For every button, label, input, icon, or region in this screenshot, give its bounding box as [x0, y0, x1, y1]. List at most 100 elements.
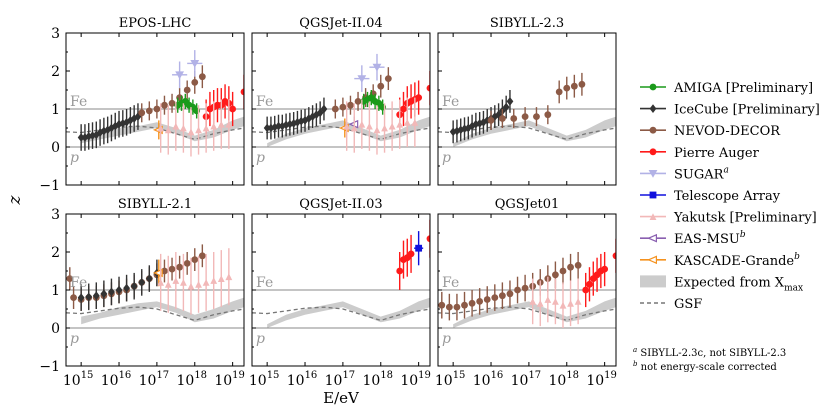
data-point: [514, 286, 521, 294]
data-point: [100, 126, 108, 136]
data-point: [491, 294, 499, 301]
fe-label: Fe: [442, 275, 459, 291]
y-tick-label: 3: [51, 26, 60, 42]
data-point: [217, 120, 225, 128]
legend-item: AMIGA [Preliminary]: [640, 81, 813, 96]
data-point: [521, 113, 529, 120]
data-point: [123, 117, 130, 127]
legend-label: GSF: [674, 297, 702, 312]
legend-label: Pierre Auger: [674, 146, 760, 161]
x-tick-exponent: 17: [156, 370, 169, 381]
p-label: p: [256, 331, 265, 347]
data-point: [426, 84, 430, 92]
data-point: [487, 117, 495, 124]
x-tick-exponent: 16: [119, 370, 132, 381]
x-tick-base: 10: [249, 373, 267, 389]
x-tick-base: 10: [325, 373, 343, 389]
y-tick-label: 0: [51, 140, 60, 156]
x-tick-label: 1019: [400, 370, 431, 389]
footnote-text: not energy-scale corrected: [637, 362, 777, 373]
legend-sub: max: [784, 283, 803, 293]
data-point: [354, 98, 362, 105]
legend-item: Yakutsk [Preliminary]: [640, 211, 817, 226]
plot-area: [66, 50, 244, 157]
footnote-mark: a: [633, 346, 637, 354]
data-point: [225, 273, 233, 281]
legend-marker: [649, 213, 657, 220]
legend-item: KASCADE-Grandeb: [640, 252, 800, 269]
data-point: [138, 278, 146, 287]
data-point: [377, 82, 385, 90]
data-point: [559, 301, 567, 309]
data-point: [100, 289, 108, 299]
x-tick-exponent: 16: [491, 370, 504, 381]
legend-marker: [649, 104, 657, 113]
legend-label: IceCube [Preliminary]: [674, 103, 820, 118]
y-tick-label: 3: [51, 207, 60, 223]
legend-marker: [649, 126, 657, 134]
x-tick-exponent: 18: [380, 370, 393, 381]
series-nevod-decor: [487, 72, 586, 130]
expected-xmax-band: [453, 116, 616, 147]
x-tick-exponent: 15: [267, 370, 280, 381]
series-sugar: [172, 50, 203, 89]
series-yakutsk-preliminary: [157, 248, 233, 315]
x-tick-exponent: 15: [453, 370, 466, 381]
legend-marker: [647, 233, 658, 243]
data-point: [407, 250, 415, 258]
x-tick-exponent: 18: [194, 370, 207, 381]
x-tick-label: 1016: [287, 370, 318, 389]
footnote-mark: b: [633, 360, 638, 368]
data-point: [582, 286, 590, 294]
y-tick-label: −1: [39, 178, 60, 194]
expected-xmax-band: [267, 116, 430, 147]
x-tick-label: 1015: [249, 370, 280, 389]
data-point: [180, 279, 187, 286]
legend-text: EAS-MSU: [674, 232, 740, 247]
data-point: [145, 107, 153, 115]
series-icecube-preliminary: [263, 97, 328, 140]
panel-title: QGSJet01: [495, 197, 560, 212]
legend-text: AMIGA [Preliminary]: [673, 81, 813, 96]
data-point: [183, 260, 191, 267]
series-sugar: [354, 53, 385, 92]
data-point: [275, 121, 282, 131]
p-label: p: [442, 150, 451, 166]
p-label: p: [70, 150, 79, 166]
y-tick-label: −1: [39, 359, 60, 375]
data-point: [92, 130, 100, 140]
x-tick-exponent: 19: [418, 370, 431, 381]
data-point: [157, 124, 165, 132]
data-point: [381, 124, 388, 132]
x-tick-label: 1016: [101, 370, 132, 389]
data-point: [126, 116, 134, 125]
data-point: [339, 103, 347, 111]
data-point: [347, 101, 354, 109]
legend-text: Expected from X: [674, 275, 785, 290]
footnote-text: SIBYLL-2.3c, not SIBYLL-2.3: [637, 348, 786, 359]
series-pierre-auger: [582, 238, 616, 308]
x-tick-label: 1016: [473, 370, 504, 389]
plot-area: [438, 238, 616, 329]
panel-title: SIBYLL-2.1: [118, 197, 192, 212]
data-point: [66, 275, 74, 282]
data-point: [498, 115, 506, 122]
data-point: [578, 80, 586, 88]
expected-xmax-band: [267, 297, 430, 328]
data-point: [601, 265, 609, 273]
data-point: [498, 292, 506, 300]
data-point: [396, 267, 404, 275]
data-point: [415, 244, 423, 252]
x-tick-base: 10: [176, 373, 194, 389]
data-point: [130, 281, 138, 291]
data-point: [567, 263, 574, 271]
data-point: [85, 292, 93, 302]
data-point: [210, 122, 218, 130]
data-point: [372, 63, 382, 72]
x-tick-base: 10: [139, 373, 157, 389]
plot-area: [252, 219, 430, 329]
legend-text: KASCADE-Grande: [674, 254, 794, 269]
x-tick-label: 1015: [435, 370, 466, 389]
p-label: p: [256, 150, 265, 166]
